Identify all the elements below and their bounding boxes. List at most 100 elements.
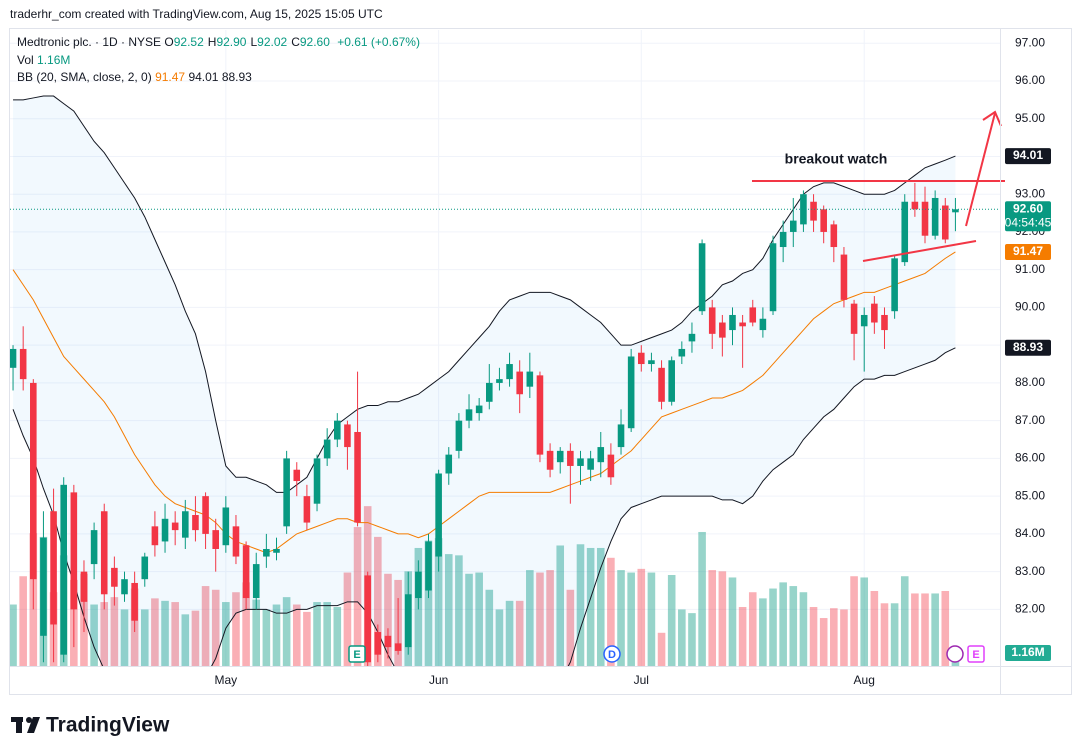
candle-body (911, 201, 919, 210)
volume-bar (576, 544, 585, 666)
candle-body (364, 575, 371, 663)
volume-bar (586, 547, 595, 666)
candle-body (496, 379, 503, 383)
candle-body (546, 450, 554, 470)
price-tag-label: 88.93 (1013, 340, 1043, 354)
candle-body (374, 632, 382, 655)
y-tick-label: 96.00 (1015, 73, 1045, 87)
candle-body (840, 254, 848, 300)
candle-body (415, 571, 422, 599)
band-layer (12, 95, 956, 666)
candle-body (60, 484, 67, 655)
x-tick-label: May (214, 673, 237, 687)
candle-body (597, 447, 605, 463)
candle-body (313, 458, 321, 504)
volume-bar (272, 604, 281, 666)
volume-bar (191, 610, 200, 666)
volume-bar (313, 602, 321, 666)
candle-body (263, 548, 270, 557)
volume-bar (262, 609, 271, 666)
candle-body (222, 507, 230, 546)
candle-body (100, 511, 108, 595)
bb-lower: 88.93 (221, 70, 252, 84)
volume-bar (748, 592, 757, 666)
volume-bar (151, 598, 159, 666)
arrow-head (982, 110, 1002, 127)
volume-bar (546, 570, 554, 666)
y-tick-label: 90.00 (1015, 300, 1045, 314)
bb-basis: 91.47 (155, 70, 186, 84)
volume-bar (495, 609, 504, 666)
volume-bar (708, 570, 717, 666)
candle-body (293, 469, 301, 482)
candle-body (404, 594, 412, 648)
candle-body (688, 333, 696, 342)
y-tick-label: 88.00 (1015, 375, 1045, 389)
volume-bar (890, 603, 899, 666)
candle-body (952, 209, 959, 213)
arrow-shaft (965, 112, 996, 227)
candle-body (192, 515, 199, 531)
chart-frame (9, 28, 1072, 695)
candle-body (171, 522, 179, 531)
ohlc-value: 92.02 (257, 35, 288, 49)
candle-body (729, 314, 736, 331)
candle-body (891, 258, 898, 312)
y-tick-label: 91.00 (1015, 262, 1045, 276)
volume-bar (728, 577, 737, 666)
volume-bar (688, 613, 696, 666)
volume-bar (161, 600, 169, 666)
candle-body (678, 348, 686, 357)
volume-bar (292, 604, 301, 666)
price-tag-label: 94.01 (1013, 148, 1043, 162)
y-tick-label: 86.00 (1015, 451, 1045, 465)
candle-body (283, 458, 290, 527)
candle-body (90, 530, 98, 565)
volume-bar (931, 593, 939, 666)
volume-bar (384, 573, 392, 666)
volume-tag (1005, 645, 1051, 661)
candle-body (19, 348, 27, 380)
ohlc-value: 92.90 (216, 35, 247, 49)
ohlc-key: H (207, 35, 217, 49)
candle-body (739, 322, 746, 327)
volume-bar (201, 586, 210, 666)
y-tick-label: 82.00 (1015, 602, 1045, 616)
candle-body (182, 511, 189, 538)
x-tick-label: Aug (854, 673, 875, 687)
ohlc-key: L (250, 35, 258, 49)
event-label: E (353, 649, 360, 661)
logo-icon (11, 717, 40, 733)
candle-body (131, 582, 138, 621)
x-tick-label: Jun (429, 673, 448, 687)
volume-bar (303, 611, 311, 666)
candle-body (151, 526, 159, 546)
logo-text: TradingView (46, 714, 170, 737)
candle-body (627, 356, 635, 429)
ohlc-value: 92.60 (299, 35, 330, 49)
volume-bar (100, 602, 109, 666)
volume-bar (515, 600, 524, 666)
candle-body (810, 201, 817, 221)
volume-bar (941, 590, 950, 666)
volume-bar (850, 576, 858, 666)
volume-bar (140, 609, 149, 666)
axes: 82.0083.0084.0085.0086.0087.0088.0089.00… (10, 28, 1072, 694)
candle-body (577, 458, 584, 466)
candle-body (445, 454, 453, 474)
candle-body (567, 450, 574, 466)
volume-bar (444, 554, 453, 666)
candle-body (50, 511, 57, 625)
candle-body (607, 454, 615, 478)
event-marker (348, 645, 366, 663)
event-label: D (608, 649, 616, 661)
volume-bar (799, 592, 808, 666)
volume-bar (19, 576, 27, 666)
price-tag (1005, 339, 1051, 356)
candle-body (708, 307, 716, 334)
candle-body (820, 209, 827, 232)
y-tick-label: 87.00 (1015, 413, 1045, 427)
candle-body (323, 439, 331, 459)
volume-bar (779, 582, 787, 666)
